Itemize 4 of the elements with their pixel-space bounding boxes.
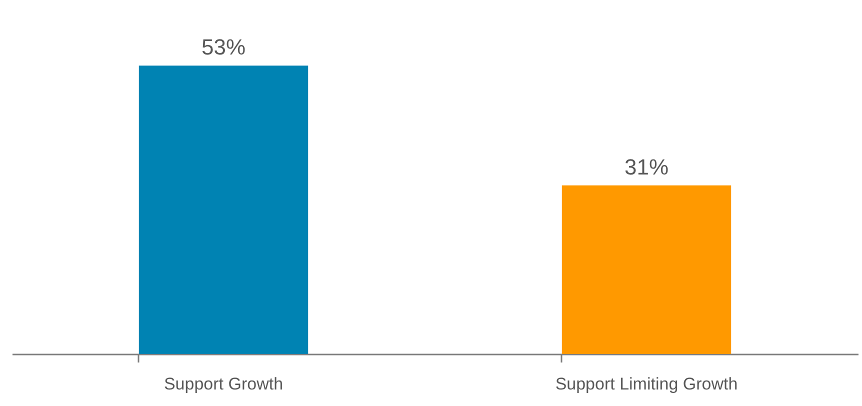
data-label: 53% [201, 34, 246, 60]
data-label: 31% [624, 154, 669, 180]
x-tick-label: Support Growth [164, 374, 284, 394]
x-tick-label: Support Limiting Growth [555, 374, 738, 394]
